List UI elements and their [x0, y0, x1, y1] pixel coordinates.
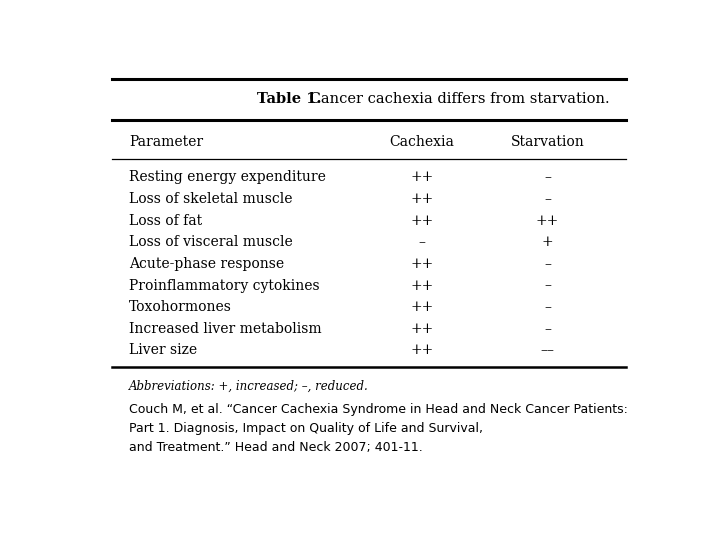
Text: ++: ++ — [410, 171, 433, 185]
Text: ++: ++ — [410, 257, 433, 271]
Text: Part 1. Diagnosis, Impact on Quality of Life and Survival,: Part 1. Diagnosis, Impact on Quality of … — [129, 422, 483, 435]
Text: Parameter: Parameter — [129, 134, 203, 149]
Text: +: + — [541, 235, 554, 249]
Text: and Treatment.” Head and Neck 2007; 401-11.: and Treatment.” Head and Neck 2007; 401-… — [129, 441, 423, 454]
Text: –: – — [544, 279, 551, 293]
Text: ++: ++ — [410, 343, 433, 357]
Text: ++: ++ — [536, 214, 559, 228]
Text: –: – — [544, 171, 551, 185]
Text: Increased liver metabolism: Increased liver metabolism — [129, 322, 322, 336]
Text: ––: –– — [541, 343, 554, 357]
Text: –: – — [544, 192, 551, 206]
Text: Loss of fat: Loss of fat — [129, 214, 202, 228]
Text: ++: ++ — [410, 322, 433, 336]
Text: Starvation: Starvation — [510, 134, 585, 149]
Text: Abbreviations: +, increased; –, reduced.: Abbreviations: +, increased; –, reduced. — [129, 380, 369, 393]
Text: –: – — [418, 235, 426, 249]
Text: Loss of skeletal muscle: Loss of skeletal muscle — [129, 192, 292, 206]
Text: Toxohormones: Toxohormones — [129, 300, 232, 314]
Text: ++: ++ — [410, 279, 433, 293]
Text: Cachexia: Cachexia — [390, 134, 454, 149]
Text: Proinflammatory cytokines: Proinflammatory cytokines — [129, 279, 320, 293]
Text: ++: ++ — [410, 300, 433, 314]
Text: Couch M, et al. “Cancer Cachexia Syndrome in Head and Neck Cancer Patients:: Couch M, et al. “Cancer Cachexia Syndrom… — [129, 403, 628, 416]
Text: ++: ++ — [410, 214, 433, 228]
Text: Table 1.: Table 1. — [258, 92, 322, 106]
Text: –: – — [544, 322, 551, 336]
Text: Loss of visceral muscle: Loss of visceral muscle — [129, 235, 293, 249]
Text: ++: ++ — [410, 192, 433, 206]
Text: Acute-phase response: Acute-phase response — [129, 257, 284, 271]
Text: Cancer cachexia differs from starvation.: Cancer cachexia differs from starvation. — [305, 92, 609, 106]
Text: –: – — [544, 300, 551, 314]
Text: Resting energy expenditure: Resting energy expenditure — [129, 171, 326, 185]
Text: –: – — [544, 257, 551, 271]
Text: Liver size: Liver size — [129, 343, 197, 357]
